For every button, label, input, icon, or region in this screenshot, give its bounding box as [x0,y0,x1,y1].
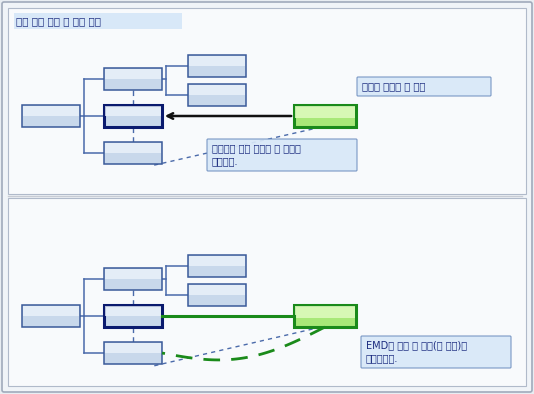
FancyBboxPatch shape [357,77,491,96]
Bar [104,305,162,327]
FancyBboxPatch shape [207,139,357,171]
Bar [23,106,79,116]
Bar [104,142,162,164]
Bar [105,343,161,353]
Bar [188,255,246,277]
Bar [105,106,161,116]
Bar [105,306,161,316]
Bar [104,342,162,364]
Bar [8,198,526,386]
Text: 트리에 연결될 새 요소: 트리에 연결될 새 요소 [362,82,426,91]
Bar [104,105,162,127]
Bar [104,268,162,290]
FancyBboxPatch shape [361,336,511,368]
Bar [105,69,161,79]
Text: EMD는 만들 새 링크(및 개체)를
결정합니다.: EMD는 만들 새 링크(및 개체)를 결정합니다. [366,340,467,364]
Bar [295,106,355,118]
Bar [105,143,161,153]
Bar [23,306,79,316]
Bar [189,56,245,66]
Bar [104,68,162,90]
Bar [188,55,246,77]
Bar [188,284,246,306]
Bar [189,285,245,295]
Bar [294,305,356,327]
Bar [22,105,80,127]
Text: 사용자가 기존 대상에 새 요소를
놓습니다.: 사용자가 기존 대상에 새 요소를 놓습니다. [212,143,301,167]
Bar [188,84,246,106]
Text: 기존 포함 트리 및 참조 관계: 기존 포함 트리 및 참조 관계 [16,16,101,26]
Bar [295,306,355,318]
Bar [189,85,245,95]
Bar [14,13,182,29]
Bar [294,105,356,127]
Bar [105,269,161,279]
Bar [8,8,526,194]
Bar [189,256,245,266]
Bar [22,305,80,327]
